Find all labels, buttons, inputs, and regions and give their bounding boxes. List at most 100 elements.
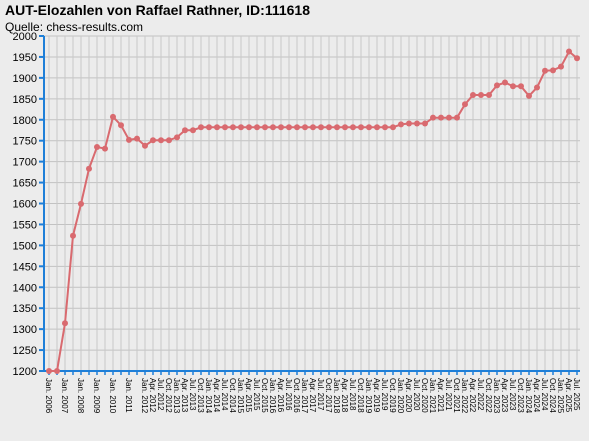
- y-tick-label: 1300: [13, 324, 37, 336]
- y-tick-label: 1900: [13, 73, 37, 85]
- y-tick-label: 1200: [13, 366, 37, 378]
- x-tick-label: Apr. 2017: [308, 378, 317, 413]
- data-point: [486, 92, 492, 99]
- data-point: [102, 145, 108, 152]
- data-point: [270, 124, 276, 131]
- x-tick-label: Jul. 2014: [220, 378, 229, 411]
- data-point: [566, 48, 572, 55]
- data-point: [334, 124, 340, 131]
- data-point: [574, 55, 580, 62]
- y-tick-label: 1800: [13, 115, 37, 127]
- data-point: [350, 124, 356, 131]
- x-tick-label: Jan. 2014: [204, 378, 213, 414]
- x-tick-label: Jan. 2008: [76, 378, 85, 414]
- data-point: [254, 124, 260, 131]
- data-point: [422, 120, 428, 127]
- x-tick-label: Jul. 2016: [284, 378, 293, 411]
- data-point: [126, 136, 132, 143]
- x-tick-label: Oct. 2024: [548, 378, 557, 413]
- x-tick-label: Apr. 2025: [564, 378, 573, 413]
- x-tick-label: Jul. 2012: [156, 378, 165, 411]
- x-tick-label: Jan. 2021: [428, 378, 437, 414]
- x-tick-label: Jan. 2015: [236, 378, 245, 414]
- chart-title: AUT-Elozahlen von Raffael Rathner, ID:11…: [5, 2, 310, 18]
- data-point: [502, 79, 508, 86]
- y-tick-label: 1250: [13, 345, 37, 357]
- data-point: [446, 114, 452, 121]
- x-tick-label: Jan. 2016: [268, 378, 277, 414]
- x-tick-label: Jul. 2013: [188, 378, 197, 411]
- x-tick-label: Jul. 2017: [316, 378, 325, 411]
- data-point: [550, 67, 556, 74]
- x-tick-label: Jul. 2025: [572, 378, 581, 411]
- chart-subtitle: Quelle: chess-results.com: [5, 20, 144, 34]
- data-point: [326, 124, 332, 131]
- data-point: [78, 200, 84, 207]
- data-point: [70, 232, 76, 239]
- data-point: [406, 120, 412, 127]
- data-point: [494, 82, 500, 89]
- data-point: [230, 124, 236, 131]
- data-point: [214, 124, 220, 131]
- x-tick-label: Oct. 2015: [260, 378, 269, 413]
- y-tick-label: 1550: [13, 219, 37, 231]
- data-point: [382, 124, 388, 131]
- x-tick-label: Jan. 2024: [524, 378, 533, 414]
- x-tick-label: Jan. 2009: [92, 378, 101, 414]
- data-point: [166, 137, 172, 144]
- x-tick-label: Apr. 2016: [276, 378, 285, 413]
- y-tick-label: 1600: [13, 199, 37, 211]
- x-tick-label: Apr. 2015: [244, 378, 253, 413]
- x-tick-label: Jan. 2022: [460, 378, 469, 414]
- data-point: [222, 124, 228, 131]
- x-tick-label: Jul. 2023: [508, 378, 517, 411]
- x-tick-label: Apr. 2019: [372, 378, 381, 413]
- data-point: [510, 83, 516, 90]
- x-tick-label: Apr. 2021: [436, 378, 445, 413]
- data-point: [134, 135, 140, 142]
- data-point: [286, 124, 292, 131]
- x-tick-label: Jan. 2025: [556, 378, 565, 414]
- data-point: [294, 124, 300, 131]
- x-tick-label: Apr. 2023: [500, 378, 509, 413]
- y-tick-label: 1400: [13, 282, 37, 294]
- x-tick-label: Apr. 2013: [180, 378, 189, 413]
- x-tick-label: Oct. 2023: [516, 378, 525, 413]
- data-point: [54, 368, 60, 374]
- x-tick-label: Jan. 2019: [364, 378, 373, 414]
- y-tick-label: 1500: [13, 240, 37, 252]
- data-point: [318, 124, 324, 131]
- data-point: [310, 124, 316, 131]
- x-tick-label: Jan. 2023: [492, 378, 501, 414]
- data-point: [526, 92, 532, 99]
- x-tick-label: Apr. 2014: [212, 378, 221, 413]
- data-point: [174, 134, 180, 141]
- data-point: [398, 121, 404, 128]
- data-point: [558, 63, 564, 70]
- x-tick-label: Apr. 2012: [148, 378, 157, 413]
- x-tick-label: Jan. 2018: [332, 378, 341, 414]
- data-point: [142, 142, 148, 149]
- x-tick-label: Oct. 2016: [292, 378, 301, 413]
- data-point: [374, 124, 380, 131]
- data-point: [478, 92, 484, 99]
- x-tick-label: Jul. 2020: [412, 378, 421, 411]
- data-point: [358, 124, 364, 131]
- data-point: [246, 124, 252, 131]
- data-point: [390, 124, 396, 131]
- data-point: [262, 124, 268, 131]
- data-point: [46, 368, 52, 374]
- x-tick-label: Jan. 2017: [300, 378, 309, 414]
- x-tick-label: Oct. 2014: [228, 378, 237, 413]
- x-tick-label: Jan. 2012: [140, 378, 149, 414]
- x-tick-label: Jan. 2020: [396, 378, 405, 414]
- y-tick-label: 1700: [13, 157, 37, 169]
- data-point: [518, 83, 524, 90]
- data-point: [534, 84, 540, 91]
- x-tick-label: Oct. 2013: [196, 378, 205, 413]
- x-tick-label: Apr. 2018: [340, 378, 349, 413]
- x-tick-label: Oct. 2019: [388, 378, 397, 413]
- x-tick-label: Jul. 2015: [252, 378, 261, 411]
